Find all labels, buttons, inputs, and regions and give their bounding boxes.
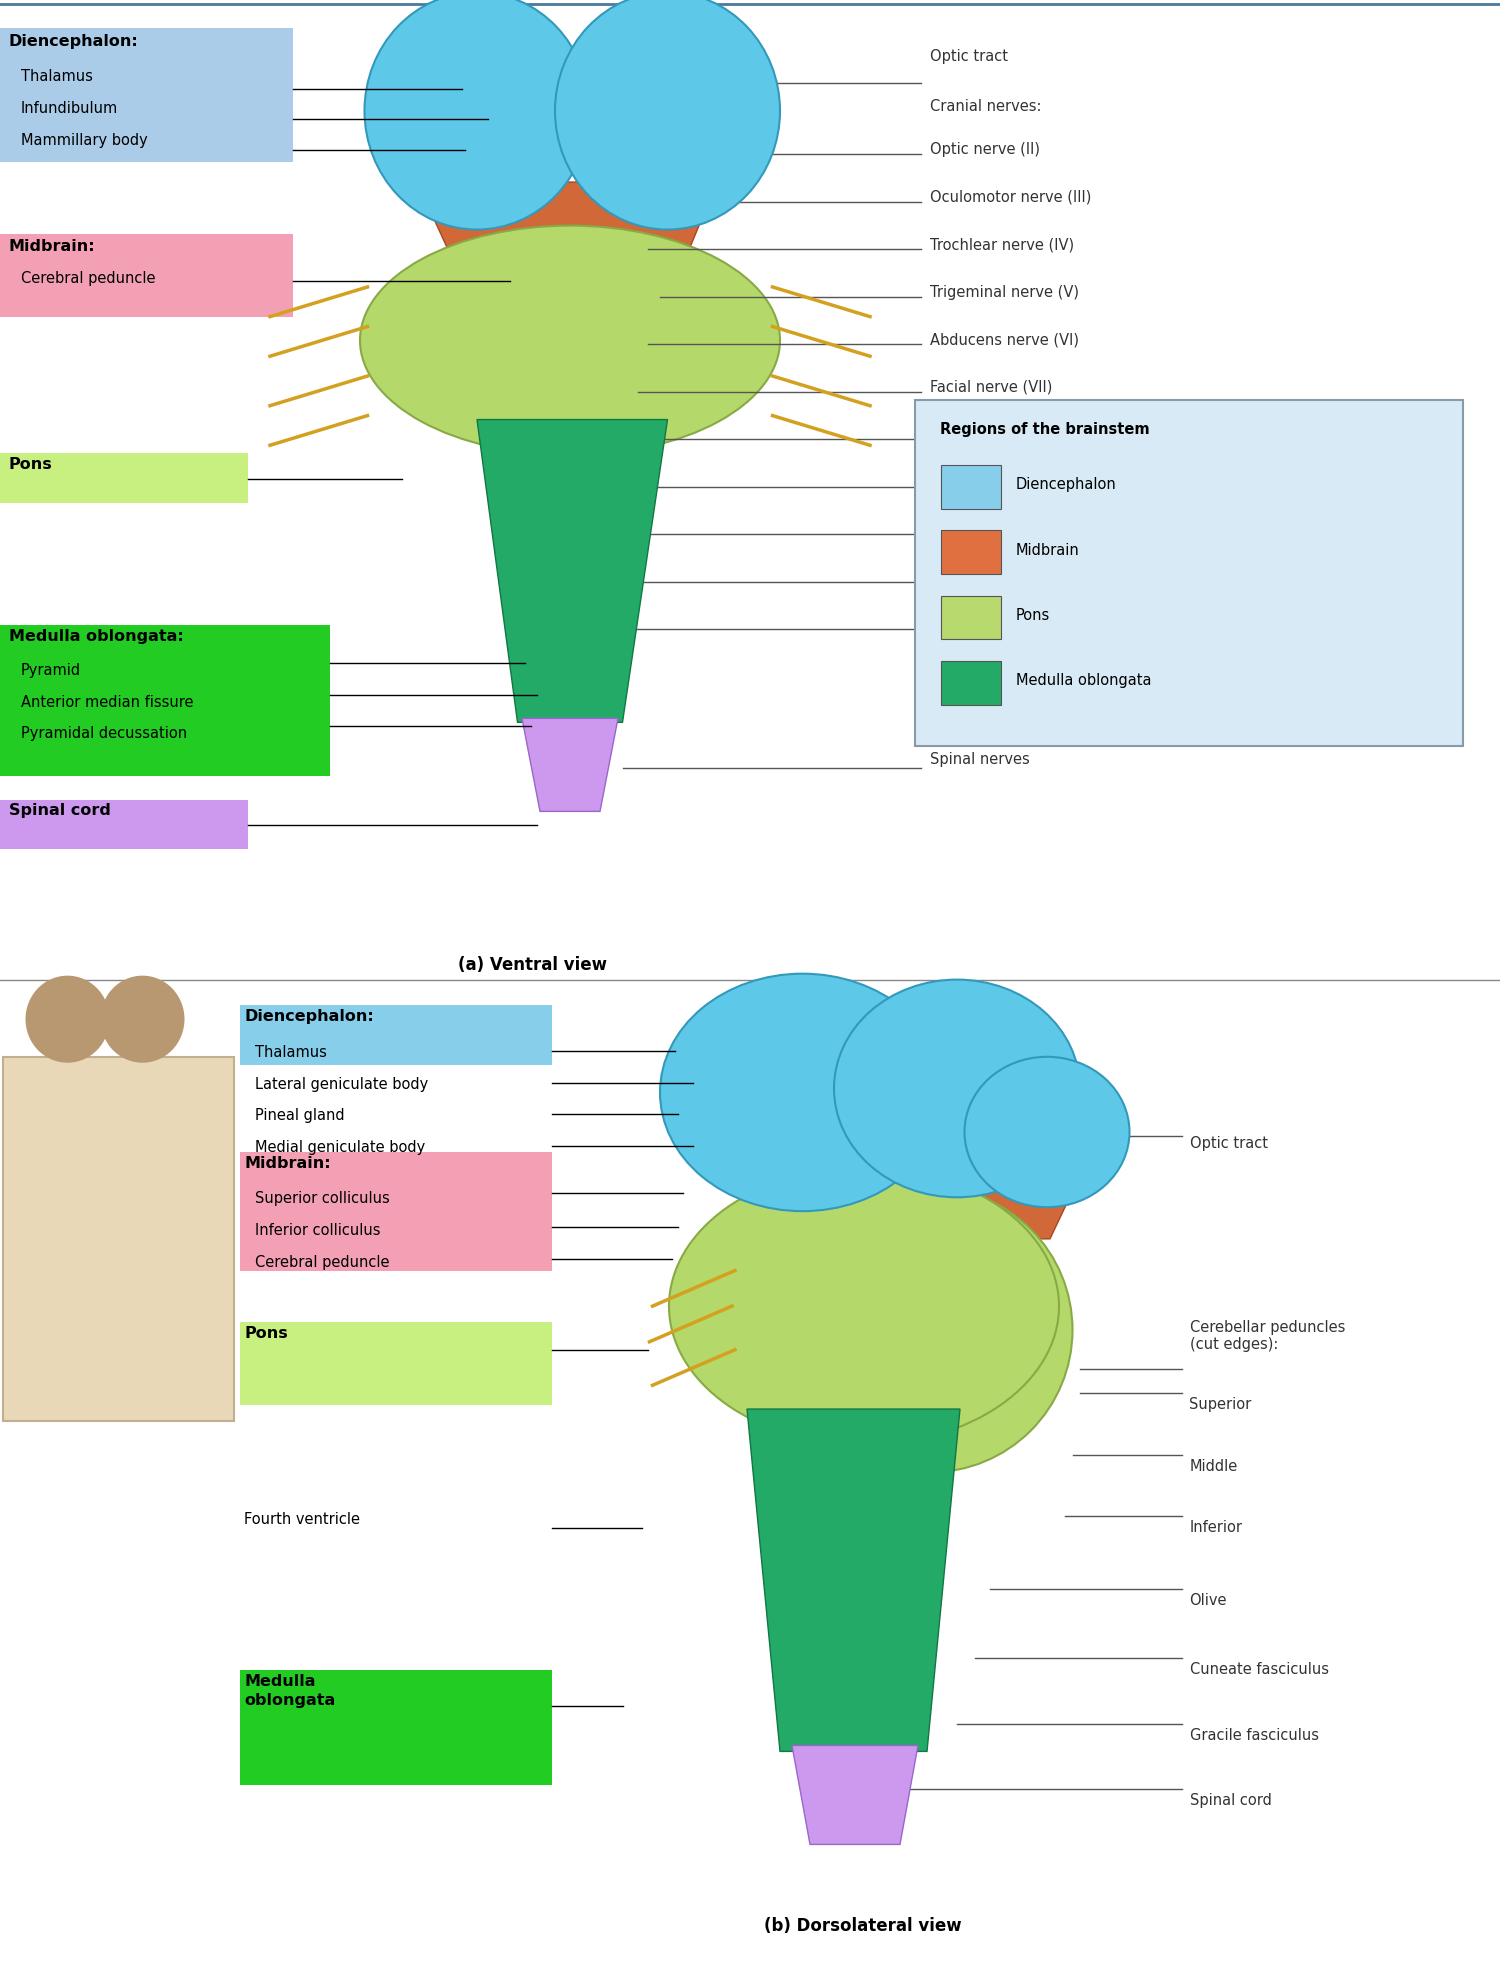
- Text: Trigeminal nerve (V): Trigeminal nerve (V): [930, 285, 1078, 301]
- FancyBboxPatch shape: [0, 234, 292, 317]
- Ellipse shape: [669, 1168, 1059, 1445]
- Text: Regions of the brainstem: Regions of the brainstem: [940, 422, 1150, 437]
- Text: Cerebellar peduncles
(cut edges):: Cerebellar peduncles (cut edges):: [1190, 1320, 1346, 1352]
- Polygon shape: [747, 1409, 960, 1751]
- Ellipse shape: [660, 974, 945, 1211]
- Text: Pons: Pons: [1016, 608, 1050, 623]
- Polygon shape: [792, 1745, 918, 1844]
- Text: Spinal cord: Spinal cord: [9, 803, 111, 819]
- Text: Gracile fasciculus: Gracile fasciculus: [1190, 1728, 1318, 1743]
- Text: Pyramidal decussation: Pyramidal decussation: [21, 726, 188, 742]
- Text: Vagus nerve (X): Vagus nerve (X): [930, 522, 1047, 538]
- FancyBboxPatch shape: [940, 530, 1000, 574]
- Text: Infundibulum: Infundibulum: [21, 101, 118, 117]
- Text: Medulla
oblongata: Medulla oblongata: [244, 1674, 336, 1708]
- Text: Thalamus: Thalamus: [255, 1045, 327, 1061]
- Text: Superior: Superior: [1190, 1397, 1251, 1413]
- Text: Facial nerve (VII): Facial nerve (VII): [930, 380, 1053, 396]
- Text: Optic tract: Optic tract: [930, 49, 1008, 65]
- Text: Spinal cord: Spinal cord: [1190, 1793, 1272, 1809]
- Text: Pineal gland: Pineal gland: [255, 1108, 345, 1124]
- Polygon shape: [522, 718, 618, 811]
- Text: Midbrain:: Midbrain:: [9, 239, 96, 255]
- Ellipse shape: [360, 226, 780, 455]
- Text: Hypoglossal nerve (XII): Hypoglossal nerve (XII): [930, 617, 1100, 633]
- Text: Midbrain: Midbrain: [1016, 542, 1080, 558]
- Text: Pyramid: Pyramid: [21, 663, 81, 679]
- Text: Optic nerve (II): Optic nerve (II): [930, 142, 1040, 158]
- FancyBboxPatch shape: [3, 1057, 234, 1421]
- Text: Diencephalon:: Diencephalon:: [244, 1009, 375, 1025]
- Text: Olive: Olive: [1190, 1593, 1227, 1609]
- Text: Accessory nerve (XI): Accessory nerve (XI): [930, 570, 1082, 586]
- Text: Cerebral peduncle: Cerebral peduncle: [255, 1255, 390, 1271]
- FancyBboxPatch shape: [0, 453, 248, 503]
- Ellipse shape: [26, 976, 109, 1063]
- Ellipse shape: [834, 980, 1080, 1197]
- Ellipse shape: [788, 1187, 1072, 1472]
- Ellipse shape: [555, 0, 780, 230]
- FancyBboxPatch shape: [0, 0, 1500, 980]
- Text: Diencephalon:: Diencephalon:: [9, 34, 138, 49]
- Text: Medial geniculate body: Medial geniculate body: [255, 1140, 426, 1156]
- FancyBboxPatch shape: [940, 661, 1000, 705]
- Text: Oculomotor nerve (III): Oculomotor nerve (III): [930, 190, 1092, 206]
- Text: Cerebral peduncle: Cerebral peduncle: [21, 271, 156, 287]
- Polygon shape: [735, 1176, 1080, 1239]
- Text: Cuneate fasciculus: Cuneate fasciculus: [1190, 1662, 1329, 1678]
- FancyBboxPatch shape: [240, 1005, 552, 1065]
- Text: Trochlear nerve (IV): Trochlear nerve (IV): [930, 237, 1074, 253]
- FancyBboxPatch shape: [0, 800, 248, 849]
- Text: Abducens nerve (VI): Abducens nerve (VI): [930, 332, 1078, 348]
- Text: Glossopharyngeal nerve (IX): Glossopharyngeal nerve (IX): [930, 475, 1138, 491]
- Text: Superior colliculus: Superior colliculus: [255, 1191, 390, 1207]
- Text: Middle: Middle: [1190, 1459, 1237, 1474]
- Polygon shape: [477, 420, 668, 722]
- Text: Spinal nerves: Spinal nerves: [930, 752, 1029, 768]
- Polygon shape: [417, 182, 717, 247]
- FancyBboxPatch shape: [240, 1322, 552, 1405]
- Text: (a) Ventral view: (a) Ventral view: [458, 956, 608, 974]
- FancyBboxPatch shape: [940, 465, 1000, 509]
- Text: Thalamus: Thalamus: [21, 69, 93, 85]
- Ellipse shape: [100, 976, 184, 1063]
- FancyBboxPatch shape: [915, 400, 1462, 746]
- Text: Anterior median fissure: Anterior median fissure: [21, 695, 194, 710]
- Text: Optic tract: Optic tract: [1190, 1136, 1268, 1152]
- Text: Vestibulocochlear nerve (VIII): Vestibulocochlear nerve (VIII): [930, 427, 1144, 443]
- Text: Inferior: Inferior: [1190, 1520, 1242, 1536]
- Text: (b) Dorsolateral view: (b) Dorsolateral view: [764, 1918, 962, 1935]
- Text: Fourth ventricle: Fourth ventricle: [244, 1512, 360, 1528]
- FancyBboxPatch shape: [0, 28, 292, 162]
- FancyBboxPatch shape: [240, 1152, 552, 1271]
- Text: Medulla oblongata: Medulla oblongata: [1016, 673, 1150, 689]
- Text: Mammillary body: Mammillary body: [21, 133, 147, 148]
- Text: Midbrain:: Midbrain:: [244, 1156, 332, 1172]
- Text: Medulla oblongata:: Medulla oblongata:: [9, 629, 183, 645]
- Text: Inferior colliculus: Inferior colliculus: [255, 1223, 381, 1239]
- Ellipse shape: [964, 1057, 1130, 1207]
- Text: Diencephalon: Diencephalon: [1016, 477, 1116, 493]
- FancyBboxPatch shape: [0, 625, 330, 776]
- Text: Lateral geniculate body: Lateral geniculate body: [255, 1077, 429, 1092]
- Text: Cranial nerves:: Cranial nerves:: [930, 99, 1041, 115]
- FancyBboxPatch shape: [240, 1670, 552, 1785]
- Text: Pons: Pons: [9, 457, 53, 473]
- FancyBboxPatch shape: [0, 980, 1500, 1979]
- Text: Pons: Pons: [244, 1326, 288, 1342]
- Ellipse shape: [364, 0, 590, 230]
- FancyBboxPatch shape: [940, 596, 1000, 639]
